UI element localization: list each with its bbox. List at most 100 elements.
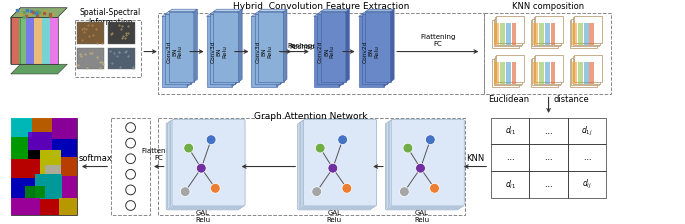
Bar bbox=[75, 20, 141, 77]
FancyBboxPatch shape bbox=[166, 123, 239, 210]
Text: $d_{i1}$: $d_{i1}$ bbox=[505, 178, 516, 191]
Bar bbox=[362, 14, 387, 84]
Bar bbox=[590, 62, 595, 84]
Text: Relu: Relu bbox=[414, 217, 429, 223]
Bar bbox=[77, 22, 104, 44]
Polygon shape bbox=[277, 14, 280, 87]
Bar bbox=[77, 48, 104, 69]
Bar bbox=[551, 62, 556, 84]
Bar bbox=[40, 199, 60, 215]
Bar bbox=[494, 62, 499, 84]
Bar bbox=[575, 16, 601, 43]
Bar bbox=[35, 174, 62, 199]
Polygon shape bbox=[258, 9, 287, 12]
Polygon shape bbox=[255, 12, 284, 14]
Bar bbox=[495, 17, 522, 45]
Circle shape bbox=[184, 143, 194, 153]
Bar bbox=[25, 186, 45, 198]
Bar bbox=[493, 58, 521, 85]
Bar bbox=[533, 23, 538, 45]
Bar bbox=[62, 176, 77, 198]
Polygon shape bbox=[280, 12, 284, 84]
Polygon shape bbox=[190, 12, 194, 84]
Text: Spatial-Spectral
Information: Spatial-Spectral Information bbox=[79, 8, 140, 27]
Text: GAL: GAL bbox=[196, 210, 210, 216]
Text: $d_{1j}$: $d_{1j}$ bbox=[581, 125, 593, 138]
Circle shape bbox=[315, 143, 325, 153]
Bar bbox=[568, 144, 606, 171]
Bar bbox=[45, 165, 62, 174]
Circle shape bbox=[180, 187, 190, 196]
Bar bbox=[210, 14, 236, 84]
Text: distance: distance bbox=[553, 95, 589, 104]
Bar bbox=[207, 17, 232, 87]
Bar bbox=[51, 139, 77, 157]
Bar bbox=[494, 23, 499, 45]
Bar bbox=[512, 23, 516, 45]
Bar bbox=[158, 13, 484, 95]
Circle shape bbox=[206, 135, 216, 144]
Text: Conv3d
BN
Relu: Conv3d BN Relu bbox=[166, 40, 183, 63]
Bar bbox=[572, 23, 577, 45]
Bar bbox=[484, 13, 611, 95]
FancyBboxPatch shape bbox=[387, 122, 460, 209]
Polygon shape bbox=[321, 9, 349, 12]
Bar bbox=[573, 17, 600, 45]
Polygon shape bbox=[342, 12, 346, 84]
Bar bbox=[214, 12, 239, 82]
Bar bbox=[32, 118, 51, 132]
Text: Flattening
FC: Flattening FC bbox=[420, 34, 456, 47]
FancyBboxPatch shape bbox=[171, 120, 244, 207]
Polygon shape bbox=[187, 14, 190, 87]
Circle shape bbox=[399, 187, 409, 196]
Polygon shape bbox=[210, 12, 239, 14]
Polygon shape bbox=[314, 14, 342, 17]
FancyBboxPatch shape bbox=[302, 120, 375, 207]
Bar bbox=[358, 17, 384, 87]
Bar bbox=[572, 62, 577, 84]
Bar bbox=[497, 55, 524, 82]
FancyBboxPatch shape bbox=[386, 123, 458, 210]
Bar bbox=[493, 19, 521, 46]
Text: softmax: softmax bbox=[78, 154, 112, 163]
Text: GAL: GAL bbox=[327, 210, 341, 216]
Bar bbox=[28, 132, 51, 150]
Bar bbox=[11, 118, 77, 215]
Bar bbox=[50, 17, 58, 64]
Bar bbox=[532, 58, 560, 85]
Polygon shape bbox=[194, 9, 197, 82]
FancyBboxPatch shape bbox=[388, 121, 462, 208]
Polygon shape bbox=[169, 9, 197, 12]
Bar bbox=[573, 56, 600, 84]
Polygon shape bbox=[236, 12, 239, 84]
Bar bbox=[251, 17, 277, 87]
Bar bbox=[506, 62, 510, 84]
Circle shape bbox=[425, 135, 435, 144]
Bar bbox=[314, 17, 339, 87]
Bar bbox=[584, 23, 588, 45]
Polygon shape bbox=[232, 14, 236, 87]
Bar bbox=[536, 16, 562, 43]
Text: Hybrid  Convolution Feature Extraction: Hybrid Convolution Feature Extraction bbox=[233, 2, 409, 11]
Bar bbox=[577, 62, 583, 84]
Bar bbox=[26, 17, 34, 64]
Text: $\cdots$: $\cdots$ bbox=[506, 153, 514, 162]
Bar bbox=[11, 198, 40, 215]
FancyBboxPatch shape bbox=[390, 120, 463, 207]
Bar bbox=[495, 56, 522, 84]
Circle shape bbox=[429, 183, 439, 193]
Polygon shape bbox=[239, 9, 242, 82]
Text: Flattening
FC: Flattening FC bbox=[141, 148, 177, 161]
Bar bbox=[18, 17, 26, 64]
Bar bbox=[577, 23, 583, 45]
Bar bbox=[165, 14, 190, 84]
Circle shape bbox=[403, 143, 413, 153]
Circle shape bbox=[342, 183, 351, 193]
Bar bbox=[491, 171, 530, 198]
Bar bbox=[321, 12, 346, 82]
Text: $\cdots$: $\cdots$ bbox=[582, 153, 591, 162]
Polygon shape bbox=[11, 8, 21, 64]
Text: Conv3d
BN
Relu: Conv3d BN Relu bbox=[256, 40, 273, 63]
FancyBboxPatch shape bbox=[391, 119, 464, 206]
Bar bbox=[169, 12, 194, 82]
